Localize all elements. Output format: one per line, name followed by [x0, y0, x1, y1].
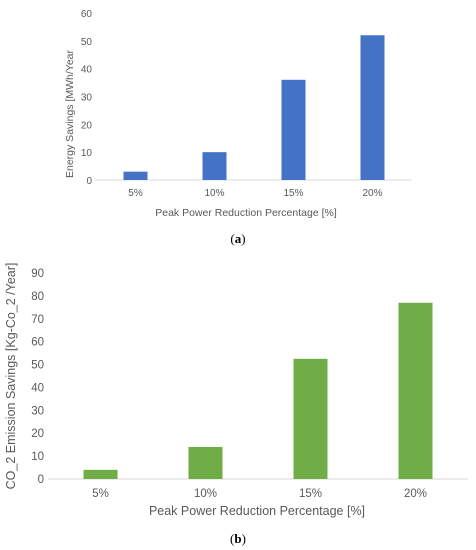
chart-a-x-axis-label: Peak Power Reduction Percentage [%] [155, 207, 337, 219]
chart-b-y-axis-label: CO_2 Emission Savings [Kg-Co_2 /Year] [4, 263, 18, 490]
chart-b-y-tick-label: 40 [31, 382, 44, 394]
chart-b-y-tick-label: 80 [31, 291, 44, 303]
chart-a-y-tick-label: 50 [81, 37, 93, 48]
chart-a-y-tick-label: 20 [81, 120, 93, 131]
chart-b-bar [293, 358, 328, 479]
chart-b-y-tick-label: 30 [31, 405, 44, 417]
chart-b-y-tick-label: 0 [38, 474, 44, 486]
chart-b-y-tick-label: 60 [31, 337, 44, 349]
chart-b-y-tick-label: 20 [31, 428, 44, 440]
chart-a-x-tick-label: 20% [362, 188, 382, 199]
chart-b-bar [188, 446, 223, 479]
chart-a-bar [202, 152, 227, 180]
chart-b-caption: (b) [230, 531, 246, 546]
chart-b-x-tick-label: 10% [194, 488, 217, 500]
chart-b-x-axis-label: Peak Power Reduction Percentage [%] [149, 504, 365, 518]
chart-b-y-tick-label: 10 [31, 451, 44, 463]
chart-a-caption-letter: a [235, 231, 242, 246]
chart-a-y-tick-label: 40 [81, 65, 93, 76]
chart-a-x-tick-label: 5% [128, 188, 143, 199]
chart-a-x-tick-label: 15% [283, 188, 303, 199]
chart-a-caption: (a) [230, 231, 245, 246]
chart-b-x-tick-label: 20% [404, 488, 427, 500]
chart-a-y-tick-label: 0 [86, 176, 92, 187]
chart-a-y-tick-label: 60 [81, 9, 93, 20]
chart-a-x-tick-label: 10% [204, 188, 224, 199]
chart-a-y-tick-label: 30 [81, 93, 93, 104]
chart-b-y-tick-label: 50 [31, 360, 44, 372]
chart-b-x-tick-label: 5% [92, 488, 109, 500]
chart-b: 0 10 20 30 40 50 60 70 80 90 5% 10% 15% 20% CO_2 Emi… [4, 263, 468, 546]
chart-a-bar [360, 35, 385, 181]
chart-b-bar [83, 469, 118, 479]
chart-a-y-axis-label: Energy Savings [MWh/Year [64, 49, 76, 178]
chart-a: 0 10 20 30 40 50 60 5% 10% 15% 20% Energy Savings… [64, 9, 412, 246]
chart-b-x-tick-label: 15% [299, 488, 322, 500]
chart-a-bar [281, 79, 306, 180]
chart-b-y-tick-label: 90 [31, 268, 44, 280]
chart-a-bar [123, 171, 148, 180]
chart-b-caption-letter: b [234, 531, 241, 546]
chart-b-bar [398, 302, 433, 479]
chart-b-y-tick-label: 70 [31, 314, 44, 326]
chart-a-y-tick-label: 10 [81, 148, 93, 159]
